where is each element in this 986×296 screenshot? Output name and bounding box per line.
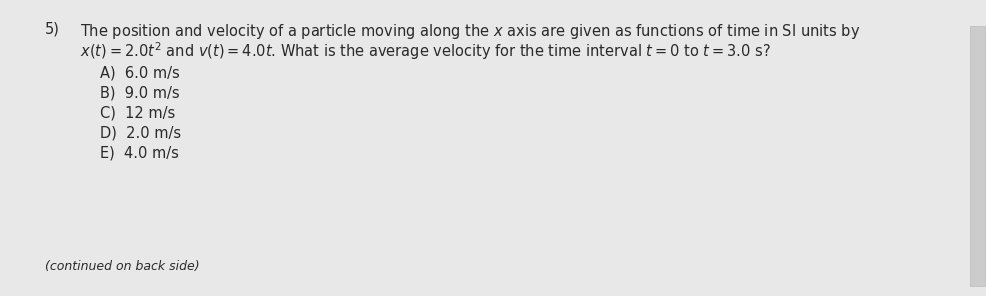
Text: $x(t) = 2.0t^2$ and $v(t) = 4.0t$. What is the average velocity for the time int: $x(t) = 2.0t^2$ and $v(t) = 4.0t$. What … bbox=[80, 40, 770, 62]
Text: B)  9.0 m/s: B) 9.0 m/s bbox=[100, 85, 179, 100]
Text: (continued on back side): (continued on back side) bbox=[45, 260, 199, 273]
Text: A)  6.0 m/s: A) 6.0 m/s bbox=[100, 65, 179, 80]
Text: D)  2.0 m/s: D) 2.0 m/s bbox=[100, 125, 181, 140]
Text: C)  12 m/s: C) 12 m/s bbox=[100, 105, 176, 120]
Bar bbox=[969, 26, 984, 286]
Text: E)  4.0 m/s: E) 4.0 m/s bbox=[100, 145, 178, 160]
Text: The position and velocity of a particle moving along the $x$ axis are given as f: The position and velocity of a particle … bbox=[80, 22, 860, 41]
Text: 5): 5) bbox=[45, 22, 60, 37]
